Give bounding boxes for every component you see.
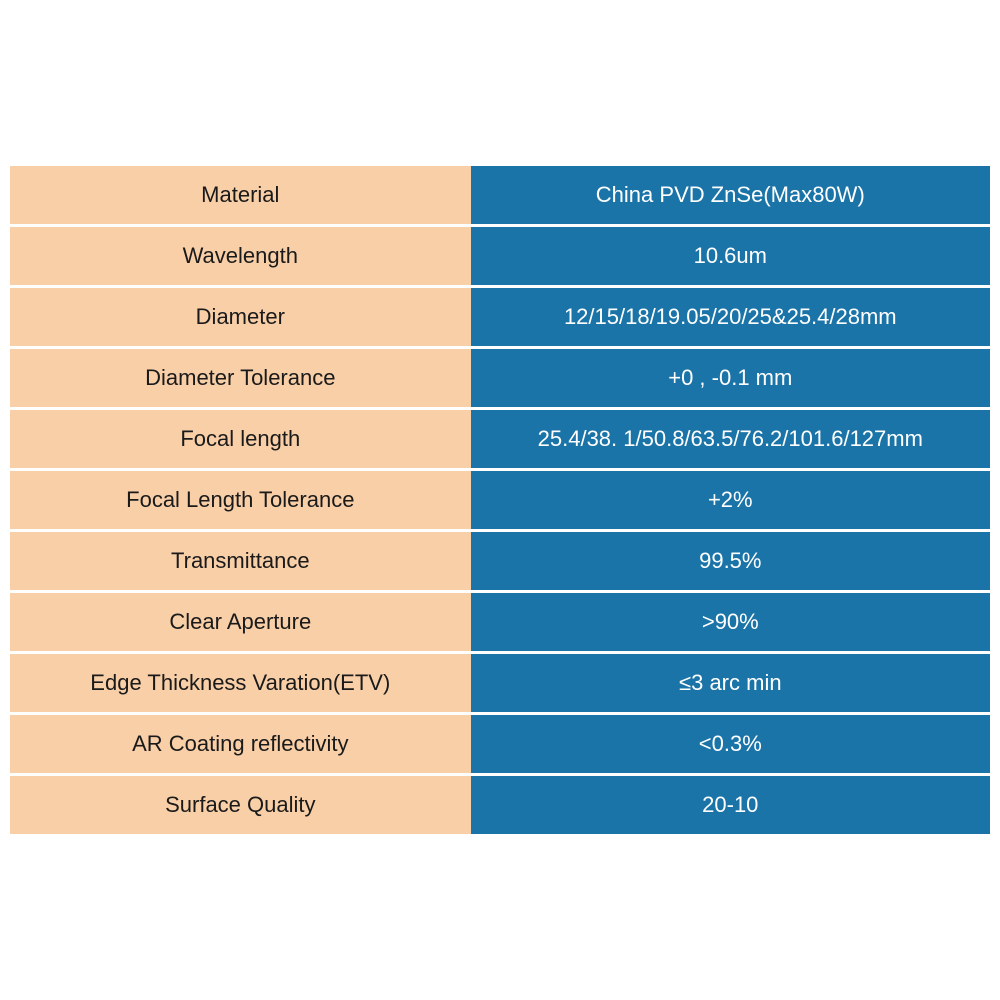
table-row: Transmittance 99.5% (10, 532, 990, 593)
spec-value: <0.3% (471, 715, 990, 776)
spec-label: Transmittance (10, 532, 471, 593)
table-row: Focal length 25.4/38. 1/50.8/63.5/76.2/1… (10, 410, 990, 471)
spec-label: Edge Thickness Varation(ETV) (10, 654, 471, 715)
spec-value: 25.4/38. 1/50.8/63.5/76.2/101.6/127mm (471, 410, 990, 471)
spec-value: 99.5% (471, 532, 990, 593)
spec-value: 20-10 (471, 776, 990, 834)
spec-label: Diameter Tolerance (10, 349, 471, 410)
spec-label: Diameter (10, 288, 471, 349)
table-row: AR Coating reflectivity <0.3% (10, 715, 990, 776)
spec-value: +0 , -0.1 mm (471, 349, 990, 410)
spec-value: >90% (471, 593, 990, 654)
table-row: Clear Aperture >90% (10, 593, 990, 654)
spec-value: China PVD ZnSe(Max80W) (471, 166, 990, 227)
table-row: Diameter 12/15/18/19.05/20/25&25.4/28mm (10, 288, 990, 349)
spec-value: ≤3 arc min (471, 654, 990, 715)
spec-table: Material China PVD ZnSe(Max80W) Waveleng… (10, 166, 990, 834)
spec-label: Wavelength (10, 227, 471, 288)
spec-label: Focal Length Tolerance (10, 471, 471, 532)
table-row: Diameter Tolerance +0 , -0.1 mm (10, 349, 990, 410)
spec-label: AR Coating reflectivity (10, 715, 471, 776)
table-row: Focal Length Tolerance +2% (10, 471, 990, 532)
spec-label: Focal length (10, 410, 471, 471)
spec-label: Material (10, 166, 471, 227)
spec-value: 12/15/18/19.05/20/25&25.4/28mm (471, 288, 990, 349)
spec-value: +2% (471, 471, 990, 532)
table-row: Wavelength 10.6um (10, 227, 990, 288)
spec-label: Surface Quality (10, 776, 471, 834)
table-row: Edge Thickness Varation(ETV) ≤3 arc min (10, 654, 990, 715)
table-row: Material China PVD ZnSe(Max80W) (10, 166, 990, 227)
spec-value: 10.6um (471, 227, 990, 288)
table-row: Surface Quality 20-10 (10, 776, 990, 834)
spec-label: Clear Aperture (10, 593, 471, 654)
